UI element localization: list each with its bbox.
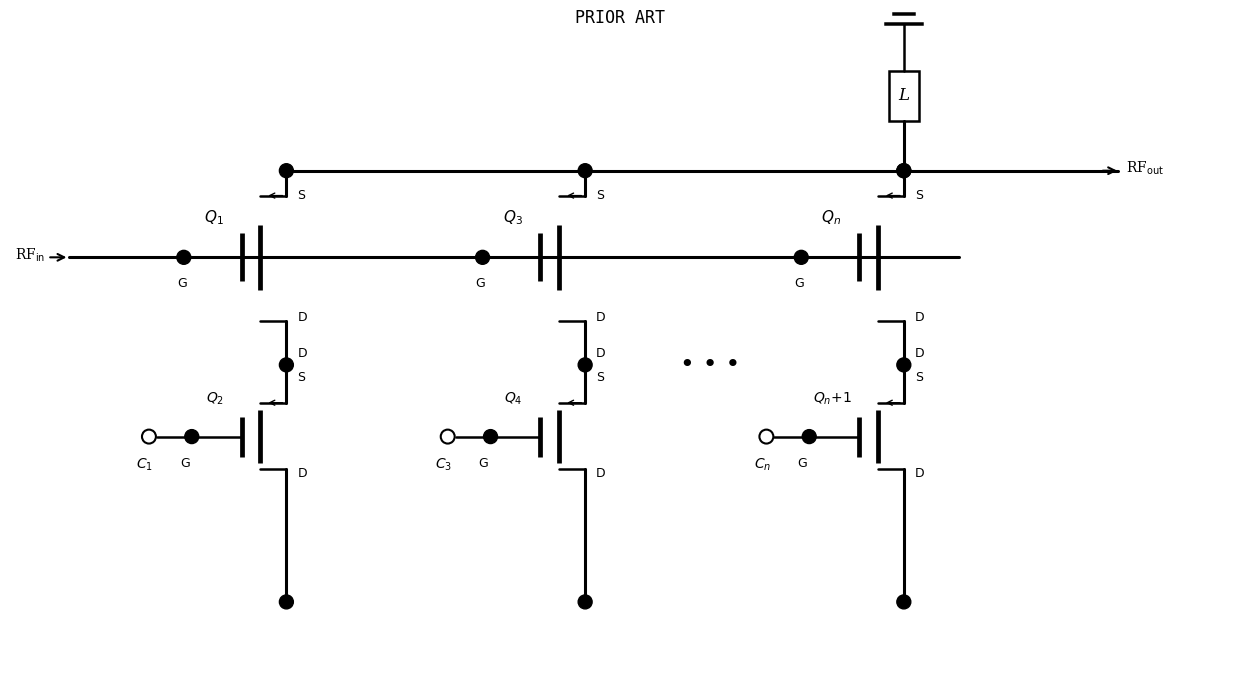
Text: $Q_3$: $Q_3$ bbox=[502, 208, 522, 227]
Bar bbox=[889, 71, 919, 121]
Text: G: G bbox=[479, 456, 489, 470]
Text: D: D bbox=[596, 467, 605, 480]
Text: $Q_2$: $Q_2$ bbox=[206, 391, 223, 407]
Text: D: D bbox=[596, 348, 605, 360]
Circle shape bbox=[279, 358, 294, 372]
Text: S: S bbox=[915, 189, 923, 202]
Text: $Q_1$: $Q_1$ bbox=[203, 208, 223, 227]
Circle shape bbox=[897, 164, 911, 178]
Circle shape bbox=[279, 595, 294, 609]
Text: D: D bbox=[915, 348, 924, 360]
Text: G: G bbox=[180, 456, 190, 470]
Circle shape bbox=[897, 164, 911, 178]
Text: $C_n$: $C_n$ bbox=[754, 456, 771, 473]
Text: D: D bbox=[915, 467, 924, 480]
Circle shape bbox=[802, 429, 816, 443]
Circle shape bbox=[578, 358, 593, 372]
Text: D: D bbox=[596, 310, 605, 323]
Text: $Q_n$: $Q_n$ bbox=[821, 208, 841, 227]
Text: S: S bbox=[596, 371, 604, 384]
Text: D: D bbox=[298, 467, 308, 480]
Circle shape bbox=[484, 429, 497, 443]
Text: L: L bbox=[898, 88, 909, 105]
Text: $Q_4$: $Q_4$ bbox=[505, 391, 523, 407]
Text: D: D bbox=[915, 310, 924, 323]
Circle shape bbox=[476, 250, 490, 265]
Text: D: D bbox=[298, 348, 308, 360]
Circle shape bbox=[185, 429, 198, 443]
Text: G: G bbox=[476, 277, 485, 290]
Text: • • •: • • • bbox=[680, 353, 740, 377]
Text: RF$_{\rm in}$: RF$_{\rm in}$ bbox=[15, 246, 46, 264]
Text: D: D bbox=[298, 310, 308, 323]
Text: G: G bbox=[795, 277, 804, 290]
Circle shape bbox=[578, 595, 593, 609]
Text: G: G bbox=[797, 456, 807, 470]
Text: $Q_n$$+1$: $Q_n$$+1$ bbox=[812, 391, 852, 407]
Circle shape bbox=[897, 595, 911, 609]
Circle shape bbox=[897, 358, 911, 372]
Text: S: S bbox=[298, 189, 305, 202]
Text: $C_1$: $C_1$ bbox=[136, 456, 154, 473]
Circle shape bbox=[279, 164, 294, 178]
Text: PRIOR ART: PRIOR ART bbox=[575, 9, 665, 27]
Circle shape bbox=[177, 250, 191, 265]
Circle shape bbox=[578, 164, 593, 178]
Text: S: S bbox=[596, 189, 604, 202]
Text: G: G bbox=[177, 277, 187, 290]
Circle shape bbox=[795, 250, 808, 265]
Text: S: S bbox=[915, 371, 923, 384]
Text: RF$_{\rm out}$: RF$_{\rm out}$ bbox=[1126, 160, 1164, 178]
Text: $C_3$: $C_3$ bbox=[435, 456, 453, 473]
Text: S: S bbox=[298, 371, 305, 384]
